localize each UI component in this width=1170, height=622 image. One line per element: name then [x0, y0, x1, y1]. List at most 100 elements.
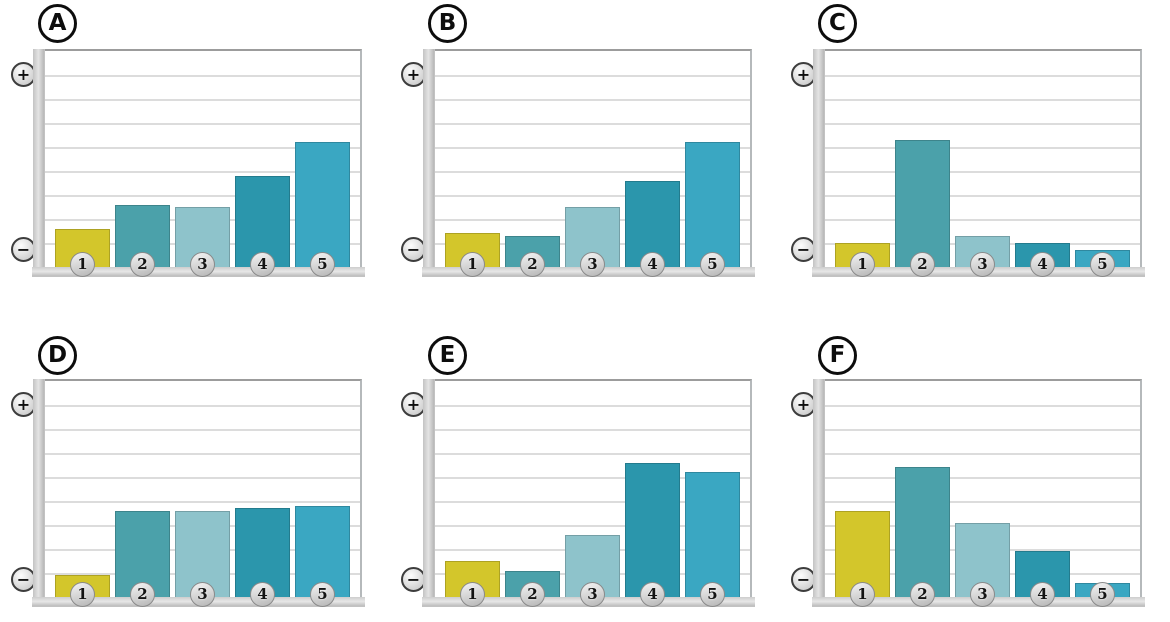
gridline [435, 405, 750, 407]
category-label-circle: 1 [70, 582, 95, 607]
plot-area [825, 49, 1142, 267]
gridline [825, 429, 1140, 431]
bar-category-4 [235, 175, 290, 267]
gridline [435, 429, 750, 431]
category-label-circle: 1 [460, 252, 485, 277]
minus-icon: − [791, 567, 816, 592]
gridline [45, 477, 360, 479]
gridline [435, 171, 750, 173]
gridline [435, 501, 750, 503]
bar-category-5 [295, 505, 350, 597]
category-label-text: 4 [257, 255, 268, 273]
gridline [435, 99, 750, 101]
gridline [435, 122, 750, 125]
category-label-circle: 2 [130, 582, 155, 607]
category-label-text: 5 [317, 255, 328, 273]
gridline [825, 452, 1140, 455]
plot-area [825, 379, 1142, 597]
minus-glyph: − [406, 239, 421, 259]
y-axis-bar [33, 379, 45, 597]
category-label-circle: 4 [250, 582, 275, 607]
chart-panel-A: A + − 1 2 3 4 5 [0, 0, 390, 311]
gridline [45, 194, 360, 197]
panel-label-circle: F [818, 336, 857, 375]
gridline [825, 477, 1140, 479]
category-label-circle: 2 [910, 252, 935, 277]
category-label-text: 1 [857, 585, 868, 603]
category-label-circle: 1 [460, 582, 485, 607]
category-label-circle: 5 [700, 582, 725, 607]
panel-letter: E [439, 342, 456, 368]
minus-icon: − [401, 567, 426, 592]
panel-label-circle: C [818, 4, 857, 43]
panel-label-circle: D [38, 336, 77, 375]
gridline [435, 147, 750, 149]
category-label-text: 5 [707, 255, 718, 273]
bar-category-2 [895, 139, 950, 267]
y-axis-bar [33, 49, 45, 267]
category-label-circle: 5 [310, 252, 335, 277]
category-label-text: 2 [917, 585, 928, 603]
gridline [45, 147, 360, 149]
chart-panel-E: E + − 1 2 3 4 5 [390, 322, 780, 622]
panel-letter: C [829, 10, 846, 36]
plus-icon: + [401, 392, 426, 417]
bar-chart-plot: + − 1 2 3 4 5 [401, 379, 755, 607]
category-label-text: 3 [587, 255, 598, 273]
gridline [825, 147, 1140, 149]
plus-glyph: + [16, 64, 31, 84]
plus-glyph: + [406, 394, 421, 414]
bar-chart-plot: + − 1 2 3 4 5 [11, 49, 365, 277]
category-label-text: 3 [977, 255, 988, 273]
gridline [825, 99, 1140, 101]
category-label-text: 1 [467, 585, 478, 603]
panel-label-circle: E [428, 336, 467, 375]
bar-chart-plot: + − 1 2 3 4 5 [791, 49, 1145, 277]
minus-glyph: − [406, 569, 421, 589]
minus-icon: − [791, 237, 816, 262]
category-label-circle: 4 [640, 252, 665, 277]
bar-chart-plot: + − 1 2 3 4 5 [791, 379, 1145, 607]
bar-category-5 [685, 142, 740, 267]
category-label-circle: 3 [970, 252, 995, 277]
category-label-text: 3 [977, 585, 988, 603]
panel-letter: D [47, 342, 68, 368]
plus-glyph: + [796, 394, 811, 414]
bar-category-5 [685, 472, 740, 597]
gridline [435, 477, 750, 479]
category-label-circle: 2 [910, 582, 935, 607]
category-label-text: 4 [647, 255, 658, 273]
plot-area [45, 379, 362, 597]
minus-glyph: − [796, 569, 811, 589]
chart-panel-F: F + − 1 2 3 4 5 [780, 322, 1170, 622]
gridline [45, 501, 360, 503]
category-label-text: 4 [647, 585, 658, 603]
plus-icon: + [791, 62, 816, 87]
bar-category-5 [295, 142, 350, 267]
gridline [435, 452, 750, 455]
category-label-circle: 1 [850, 252, 875, 277]
gridline [45, 429, 360, 431]
gridline [825, 122, 1140, 125]
category-label-text: 1 [77, 585, 88, 603]
gridline [45, 75, 360, 77]
category-label-circle: 1 [70, 252, 95, 277]
plus-glyph: + [406, 64, 421, 84]
category-label-text: 3 [587, 585, 598, 603]
panel-letter: F [829, 342, 846, 368]
plot-area [45, 49, 362, 267]
gridline [825, 171, 1140, 173]
category-label-circle: 4 [1030, 252, 1055, 277]
category-label-text: 2 [917, 255, 928, 273]
category-label-text: 5 [317, 585, 328, 603]
gridline [435, 75, 750, 77]
minus-glyph: − [16, 239, 31, 259]
minus-icon: − [11, 567, 36, 592]
bar-category-4 [625, 462, 680, 597]
chart-panel-D: D + − 1 2 3 4 5 [0, 322, 390, 622]
gridline [435, 194, 750, 197]
category-label-circle: 5 [310, 582, 335, 607]
plus-icon: + [11, 62, 36, 87]
category-label-circle: 4 [1030, 582, 1055, 607]
